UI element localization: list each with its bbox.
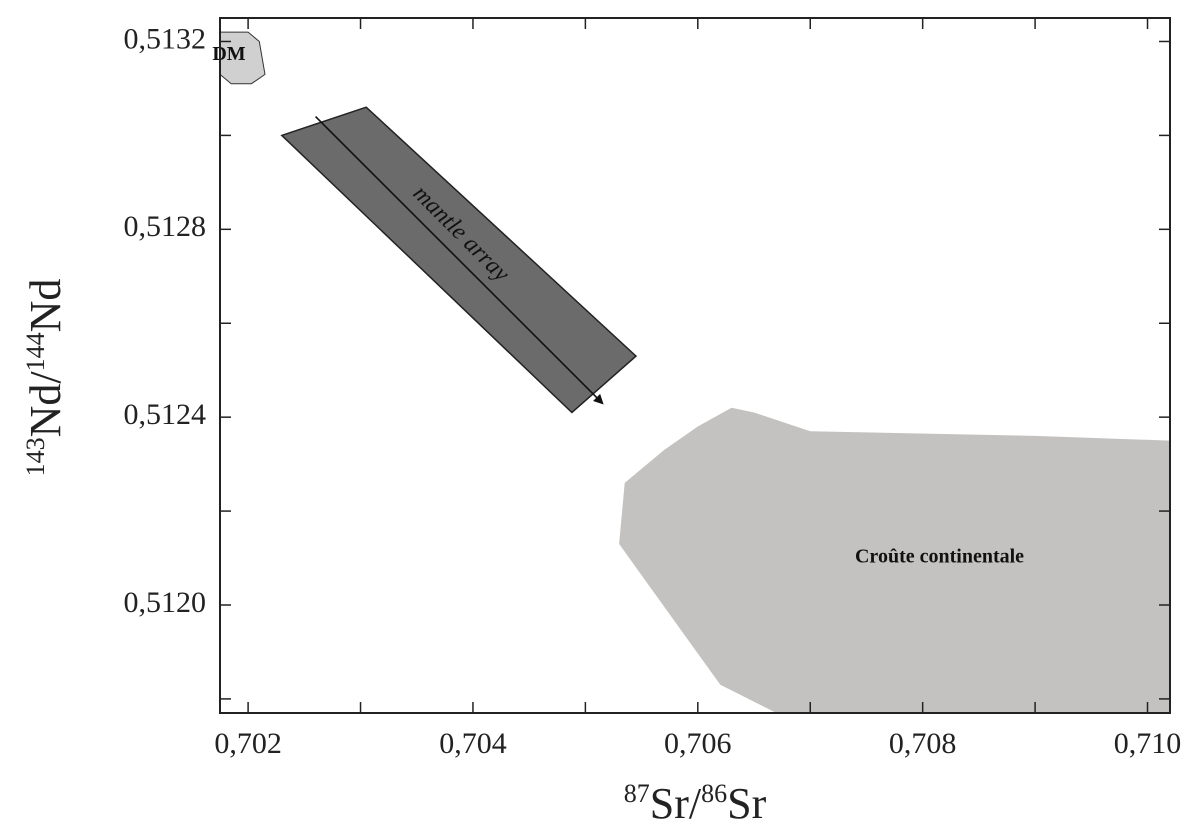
y-tick-label: 0,5120	[124, 586, 207, 619]
plot-frame	[219, 17, 1171, 714]
y-tick-label: 0,5128	[124, 210, 207, 243]
y-tick-label: 0,5132	[124, 22, 207, 55]
x-title-sup2: 86	[701, 779, 727, 808]
y-tick-label: 0,5124	[124, 398, 207, 431]
region-label-croute-continentale: Croûte continentale	[855, 546, 1024, 568]
y-axis-title: 143Nd/144Nd	[21, 279, 70, 477]
x-title-base1: Sr/	[650, 779, 702, 828]
region-label-dm: DM	[212, 43, 245, 65]
region-croute-continentale	[619, 407, 1170, 713]
tick-labels-layer: 0,702 0,704 0,706 0,708 0,710 0,5120 0,5124 0,5…	[124, 22, 1182, 760]
mantle-array-layer: mantle array	[280, 106, 638, 414]
x-axis-title: 87Sr/86Sr	[624, 779, 767, 828]
x-tick-label: 0,704	[439, 727, 507, 760]
x-title-base2: Sr	[727, 779, 766, 828]
x-tick-label: 0,702	[214, 727, 282, 760]
mantle-array-arrow	[314, 116, 604, 405]
y-title-sup1: 143	[21, 437, 50, 476]
regions-layer	[220, 31, 1170, 713]
y-title-base2: Nd	[21, 279, 70, 333]
x-tick-label: 0,708	[889, 727, 957, 760]
region-dm	[220, 31, 266, 85]
x-title-sup1: 87	[624, 779, 650, 808]
y-title-sup2: 144	[21, 332, 50, 371]
x-tick-label: 0,710	[1114, 727, 1182, 760]
x-tick-label: 0,706	[664, 727, 732, 760]
ticks-layer	[220, 18, 1170, 713]
y-title-base1: Nd/	[21, 371, 70, 438]
